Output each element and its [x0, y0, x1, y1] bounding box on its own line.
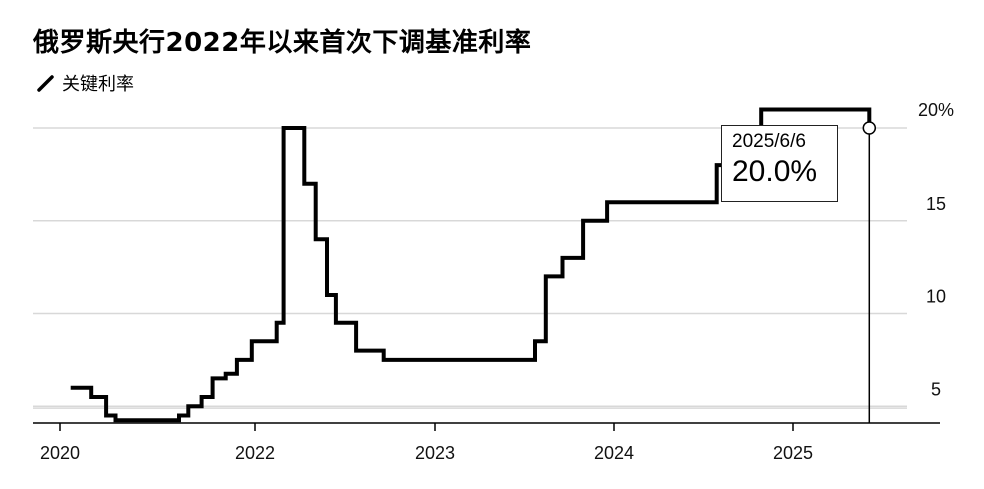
legend-line-icon: [37, 75, 54, 92]
series-line-key-rate: [70, 107, 872, 423]
chart-title: 俄罗斯央行2022年以来首次下调基准利率: [33, 28, 532, 58]
tooltip: 2025/6/6 20.0%: [721, 125, 838, 202]
x-tick-label-2023: 2023: [415, 443, 455, 463]
x-tick-label-2020: 2020: [40, 443, 80, 463]
y-tick-label-10: 10: [926, 287, 946, 307]
legend-label: 关键利率: [62, 74, 134, 95]
tooltip-value: 20.0%: [732, 155, 818, 188]
marker-point: [862, 121, 877, 135]
legend: 关键利率: [36, 70, 134, 96]
tooltip-date: 2025/6/6: [732, 131, 806, 152]
x-tick-label-2024: 2024: [594, 443, 634, 463]
y-tick-label-20: 20%: [918, 100, 954, 120]
x-tick-label-2022: 2022: [235, 443, 275, 463]
y-tick-label-5: 5: [931, 379, 941, 399]
y-tick-label-15: 15: [926, 194, 946, 214]
x-tick-label-2025: 2025: [773, 443, 813, 463]
